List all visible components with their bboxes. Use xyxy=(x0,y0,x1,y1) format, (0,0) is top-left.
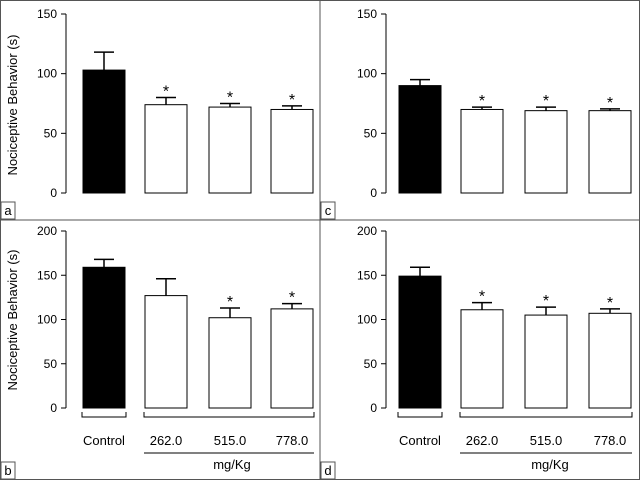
panel-letter-b: b xyxy=(4,463,11,478)
control-bracket xyxy=(397,412,443,418)
category-label: 515.0 xyxy=(530,433,563,448)
panel-c: 0 50 100 150 * * * xyxy=(357,7,632,200)
dose-bracket xyxy=(143,412,315,418)
significance-asterisk: * xyxy=(607,295,613,312)
category-label: 262.0 xyxy=(466,433,499,448)
y-tick-label: 100 xyxy=(357,313,377,327)
panel-b: 0 50 100 150 200 * * Control 262.0 515.0 778.0 xyxy=(37,224,315,454)
panel-a: 0 50 100 150 * * * xyxy=(37,7,314,200)
bar-778.0 xyxy=(270,108,314,194)
significance-asterisk: * xyxy=(163,84,169,101)
y-tick-label: 50 xyxy=(44,357,58,371)
significance-asterisk: * xyxy=(479,289,485,306)
bar-262.0 xyxy=(460,309,504,409)
panel-letter-a: a xyxy=(4,203,12,218)
significance-asterisk: * xyxy=(607,95,613,112)
y-tick-label: 100 xyxy=(357,67,377,81)
bar-515.0 xyxy=(524,314,568,409)
panel-letter-a-badge: a xyxy=(0,201,16,220)
category-label: Control xyxy=(83,433,125,448)
bar-Control xyxy=(398,85,442,194)
panel-letter-d: d xyxy=(324,463,331,478)
y-tick-label: 0 xyxy=(50,186,57,200)
y-tick-label: 0 xyxy=(50,401,57,415)
bar-515.0 xyxy=(208,106,252,194)
panel-letter-c-badge: c xyxy=(320,201,336,220)
panel-letter-d-badge: d xyxy=(320,461,336,480)
y-tick-label: 150 xyxy=(357,7,377,21)
bar-778.0 xyxy=(588,312,632,409)
xlabel-group-d: mg/Kg xyxy=(531,457,569,472)
y-tick-label: 200 xyxy=(357,224,377,238)
plots-layer: 0 50 100 150 * * * 0 50 100 150 * * * 0 50 100 150 200 * * Co… xyxy=(37,7,633,454)
bar-778.0 xyxy=(270,308,314,409)
dose-bracket xyxy=(459,412,633,418)
xlabel-group-b: mg/Kg xyxy=(213,457,251,472)
y-tick-label: 100 xyxy=(37,67,57,81)
significance-asterisk: * xyxy=(289,290,295,307)
category-label: 778.0 xyxy=(276,433,309,448)
y-tick-label: 200 xyxy=(37,224,57,238)
y-tick-label: 150 xyxy=(357,268,377,282)
significance-asterisk: * xyxy=(227,90,233,107)
y-tick-label: 50 xyxy=(44,126,58,140)
significance-asterisk: * xyxy=(543,93,549,110)
ylabel-bottom: Nociceptive Behavior (s) xyxy=(5,250,20,391)
category-label: 262.0 xyxy=(150,433,183,448)
y-tick-label: 50 xyxy=(364,126,378,140)
significance-asterisk: * xyxy=(289,92,295,109)
y-tick-label: 100 xyxy=(37,313,57,327)
bar-Control xyxy=(82,69,126,194)
y-tick-label: 150 xyxy=(37,7,57,21)
panel-letter-b-badge: b xyxy=(0,461,16,480)
significance-asterisk: * xyxy=(227,294,233,311)
bar-262.0 xyxy=(144,295,188,409)
y-tick-label: 150 xyxy=(37,268,57,282)
category-label: Control xyxy=(399,433,441,448)
bar-Control xyxy=(398,275,442,409)
bar-515.0 xyxy=(524,110,568,194)
bar-Control xyxy=(82,266,126,409)
panel-letter-c: c xyxy=(325,203,332,218)
y-tick-label: 0 xyxy=(370,401,377,415)
significance-asterisk: * xyxy=(543,293,549,310)
bar-778.0 xyxy=(588,110,632,194)
bar-515.0 xyxy=(208,317,252,409)
significance-asterisk: * xyxy=(479,93,485,110)
bar-262.0 xyxy=(460,108,504,194)
bar-262.0 xyxy=(144,104,188,194)
y-tick-label: 0 xyxy=(370,186,377,200)
ylabel-top: Nociceptive Behavior (s) xyxy=(5,35,20,176)
panel-d: 0 50 100 150 200 * * * Control 262.0 515.0 778.0 xyxy=(357,224,633,454)
control-bracket xyxy=(81,412,127,418)
y-tick-label: 50 xyxy=(364,357,378,371)
category-label: 515.0 xyxy=(214,433,247,448)
category-label: 778.0 xyxy=(594,433,627,448)
